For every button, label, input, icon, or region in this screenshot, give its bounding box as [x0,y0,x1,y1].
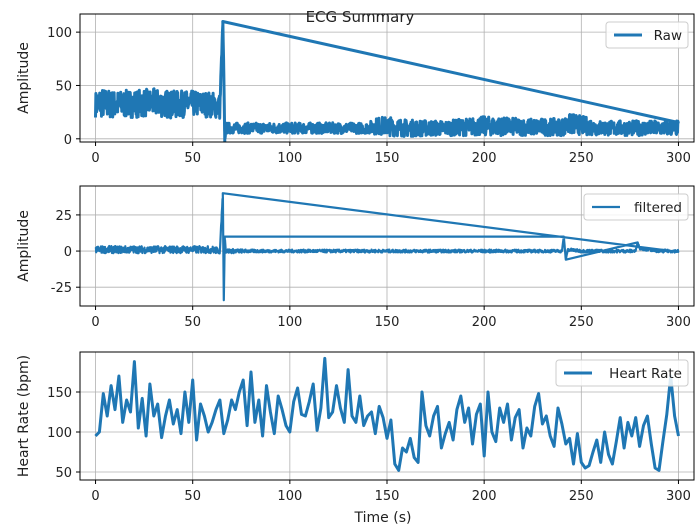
x-tick-label: 150 [375,489,400,504]
y-axis-label: Amplitude [16,210,32,282]
x-axis-label: Time (s) [354,510,412,526]
series-line [94,20,680,142]
legend-box [583,193,689,221]
x-tick-label: 200 [472,315,497,330]
series-heart-rate [94,356,680,472]
x-tick-label: 100 [277,151,302,166]
y-tick-label: 50 [55,466,72,481]
legend-box [555,359,689,387]
series-filtered [94,192,680,302]
y-tick-label: 100 [47,426,72,441]
y-tick-label: 50 [55,79,72,94]
y-tick-label: 0 [64,133,72,148]
y-tick-label: 100 [47,26,72,41]
x-tick-label: 50 [184,489,201,504]
chart-title: ECG Summary [306,8,415,26]
legend: Heart Rate [555,359,689,387]
x-tick-label: 300 [666,151,691,166]
legend: Raw [605,21,689,49]
legend-label: Raw [654,28,682,44]
legend-label: filtered [634,200,682,216]
x-tick-label: 150 [375,315,400,330]
x-tick-label: 250 [569,315,594,330]
subplot-2: 0 50 100 150 200 250 300 -25 0 25 Amplitude filtere… [16,185,695,330]
x-tick-label: 100 [277,489,302,504]
y-tick-label: 0 [64,245,72,260]
x-tick-label: 250 [569,489,594,504]
x-tick-label: 0 [91,489,99,504]
y-tick-label: 25 [55,209,72,224]
y-tick-label: -25 [51,281,72,296]
x-tick-label: 300 [666,489,691,504]
x-tick-label: 150 [375,151,400,166]
x-tick-label: 0 [91,315,99,330]
x-tick-label: 300 [666,315,691,330]
x-tick-label: 250 [569,151,594,166]
y-axis-label: Amplitude [16,42,32,114]
x-tick-label: 0 [91,151,99,166]
subplot-1: 0 50 100 150 200 250 300 0 50 100 Amplitude Raw [16,13,695,166]
legend-label: Heart Rate [609,366,682,382]
x-tick-label: 100 [277,315,302,330]
x-tick-label: 50 [184,315,201,330]
legend-box [605,21,689,49]
series-line [94,356,680,472]
x-tick-label: 50 [184,151,201,166]
series-raw [94,20,680,142]
x-tick-label: 200 [472,489,497,504]
legend: filtered [583,193,689,221]
y-tick-label: 150 [47,386,72,401]
x-tick-label: 200 [472,151,497,166]
subplot-3: 0 50 100 150 200 250 300 50 100 150 Heart Rate (bp… [16,351,695,526]
y-axis-label: Heart Rate (bpm) [16,355,32,477]
series-line [94,192,680,302]
